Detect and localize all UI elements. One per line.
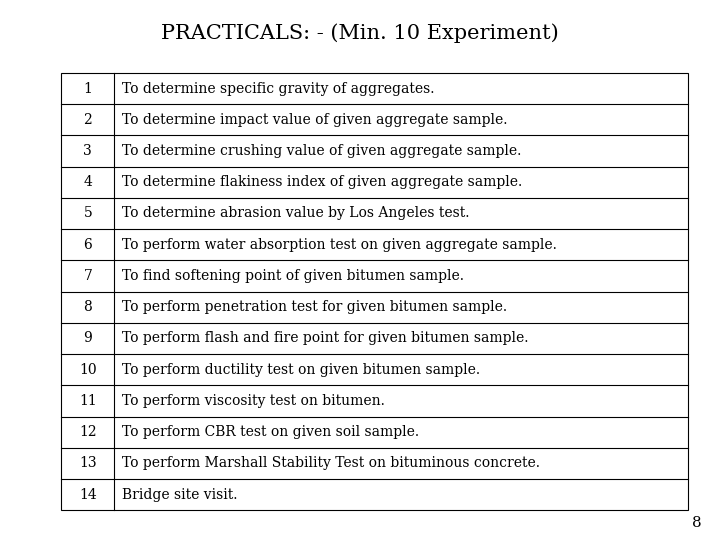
Text: To perform flash and fire point for given bitumen sample.: To perform flash and fire point for give… (122, 332, 528, 346)
Text: 1: 1 (84, 82, 92, 96)
Text: 9: 9 (84, 332, 92, 346)
Text: 7: 7 (84, 269, 92, 283)
Text: 11: 11 (79, 394, 96, 408)
Text: Bridge site visit.: Bridge site visit. (122, 488, 237, 502)
Text: 6: 6 (84, 238, 92, 252)
Text: To perform ductility test on given bitumen sample.: To perform ductility test on given bitum… (122, 363, 480, 377)
Text: To determine impact value of given aggregate sample.: To determine impact value of given aggre… (122, 113, 507, 127)
Text: To determine abrasion value by Los Angeles test.: To determine abrasion value by Los Angel… (122, 206, 469, 220)
Text: 8: 8 (693, 516, 702, 530)
Text: 5: 5 (84, 206, 92, 220)
Text: To perform viscosity test on bitumen.: To perform viscosity test on bitumen. (122, 394, 384, 408)
Text: 8: 8 (84, 300, 92, 314)
Text: 3: 3 (84, 144, 92, 158)
Text: 14: 14 (79, 488, 96, 502)
Text: 10: 10 (79, 363, 96, 377)
Text: 12: 12 (79, 425, 96, 439)
Text: To perform Marshall Stability Test on bituminous concrete.: To perform Marshall Stability Test on bi… (122, 456, 540, 470)
Text: To determine flakiness index of given aggregate sample.: To determine flakiness index of given ag… (122, 176, 522, 189)
Bar (61, 73, 688, 510)
Text: To find softening point of given bitumen sample.: To find softening point of given bitumen… (122, 269, 464, 283)
Text: 2: 2 (84, 113, 92, 127)
Text: PRACTICALS: - (Min. 10 Experiment): PRACTICALS: - (Min. 10 Experiment) (161, 24, 559, 43)
Text: 13: 13 (79, 456, 96, 470)
Text: To perform penetration test for given bitumen sample.: To perform penetration test for given bi… (122, 300, 507, 314)
Text: To determine specific gravity of aggregates.: To determine specific gravity of aggrega… (122, 82, 434, 96)
Text: 4: 4 (84, 176, 92, 189)
Text: To determine crushing value of given aggregate sample.: To determine crushing value of given agg… (122, 144, 521, 158)
Text: To perform CBR test on given soil sample.: To perform CBR test on given soil sample… (122, 425, 419, 439)
Text: To perform water absorption test on given aggregate sample.: To perform water absorption test on give… (122, 238, 557, 252)
